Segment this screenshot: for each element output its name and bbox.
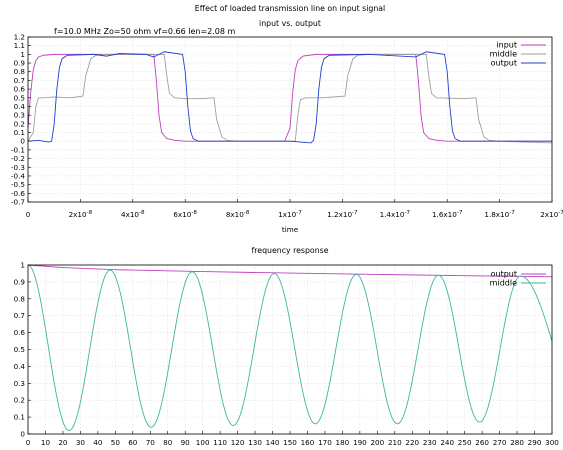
- legend-label-input: input: [496, 41, 517, 50]
- y-tick-label: -0.7: [11, 198, 25, 207]
- y-tick-label: 1: [20, 50, 25, 59]
- chart-time-domain: input vs. output 0 2x10-8 4x10-8 6x10-8 8x10…: [11, 19, 563, 234]
- y-tick-label: -0.6: [11, 189, 25, 198]
- y-tick-label: 0.6: [14, 85, 26, 94]
- y-tick-label: 1: [20, 261, 25, 270]
- legend-label-middle: middle: [490, 279, 517, 288]
- x-tick-label: 1.6x10-7: [432, 210, 463, 219]
- y-tick-label: 0.7: [14, 76, 25, 85]
- x-tick-label: 70: [146, 438, 156, 447]
- figure-title: Effect of loaded transmission line on in…: [195, 4, 385, 13]
- x-tick-label: 60: [128, 438, 138, 447]
- x-tick-label: 50: [111, 438, 121, 447]
- x-tick-label: 80: [163, 438, 173, 447]
- y-tick-label: 1.2: [14, 33, 25, 42]
- chart-time-domain-frame: [27, 36, 553, 203]
- y-tick-label: -0.1: [11, 145, 25, 154]
- y-tick-label: 0.9: [14, 59, 26, 68]
- x-tick-label: 180: [336, 438, 350, 447]
- chart-frequency-response-frame: [27, 264, 553, 435]
- x-tick-label: 250: [458, 438, 472, 447]
- legend-label-output: output: [491, 270, 517, 279]
- y-tick-label: 0.4: [14, 102, 26, 111]
- chart-time-domain-title: input vs. output: [259, 19, 321, 28]
- x-tick-label: 2x10-8: [69, 210, 93, 219]
- chart-frequency-response-title: frequency response: [252, 246, 329, 255]
- x-tick-label: 2x10-7: [540, 210, 563, 219]
- x-tick-label: 300: [545, 438, 559, 447]
- x-tick-label: 200: [370, 438, 384, 447]
- x-tick-label: 230: [423, 438, 437, 447]
- y-tick-label: 0.4: [14, 362, 26, 371]
- y-tick-label: 0: [20, 137, 25, 146]
- x-tick-label: 270: [493, 438, 507, 447]
- chart-time-domain-ticks: 0 2x10-8 4x10-8 6x10-8 8x10-8 1x10-7 1.2x10-7 1…: [11, 33, 563, 220]
- x-tick-label: 170: [318, 438, 332, 447]
- x-tick-label: 150: [283, 438, 297, 447]
- x-tick-label: 90: [181, 438, 191, 447]
- x-tick-label: 20: [58, 438, 68, 447]
- y-tick-label: 0.7: [14, 311, 25, 320]
- x-tick-label: 100: [196, 438, 210, 447]
- x-tick-label: 160: [301, 438, 315, 447]
- y-tick-label: -0.5: [11, 180, 25, 189]
- x-tick-label: 190: [353, 438, 367, 447]
- series-line-middle: [27, 264, 553, 432]
- x-tick-label: 40: [93, 438, 103, 447]
- x-tick-label: 30: [76, 438, 86, 447]
- y-tick-label: 0.2: [14, 396, 25, 405]
- x-tick-label: 1.2x10-7: [327, 210, 358, 219]
- x-tick-label: 210: [388, 438, 402, 447]
- x-tick-label: 1x10-7: [278, 210, 302, 219]
- y-tick-label: 0: [20, 430, 25, 439]
- series-line-output: [27, 264, 553, 278]
- x-tick-label: 240: [440, 438, 454, 447]
- y-tick-label: 0.6: [14, 328, 26, 337]
- y-tick-label: 0.1: [14, 413, 25, 422]
- series-line-output: [27, 51, 552, 144]
- x-tick-label: 8x10-8: [226, 210, 250, 219]
- x-tick-label: 280: [510, 438, 524, 447]
- y-tick-label: 1.1: [14, 41, 25, 50]
- y-tick-label: 0.8: [14, 67, 26, 76]
- x-tick-label: 1.4x10-7: [380, 210, 411, 219]
- chart-frequency-response-ticks: 0 10 20 30 40 50 60 70 80 90 100 110 120 130 140 150 160…: [14, 261, 560, 448]
- chart-time-domain-xlabel: time: [282, 225, 299, 234]
- x-tick-label: 0: [26, 210, 31, 219]
- x-tick-label: 130: [248, 438, 262, 447]
- x-tick-label: 10: [41, 438, 51, 447]
- chart-time-domain-series: [27, 51, 553, 144]
- chart-frequency-response: frequency response 0 10 20 30 40 50 60 70 80 90 10…: [14, 246, 560, 447]
- chart-frequency-response-series: [27, 264, 553, 432]
- y-tick-label: 0.1: [14, 128, 25, 137]
- x-tick-label: 260: [475, 438, 489, 447]
- x-tick-label: 0: [26, 438, 31, 447]
- y-tick-label: -0.3: [11, 163, 25, 172]
- y-tick-label: 0.9: [14, 277, 26, 286]
- legend-label-middle: middle: [490, 50, 517, 59]
- legend-label-output: output: [491, 59, 517, 68]
- y-tick-label: 0.3: [14, 111, 25, 120]
- y-tick-label: 0.3: [14, 379, 25, 388]
- y-tick-label: 0.2: [14, 119, 25, 128]
- chart-frequency-response-grid: [27, 264, 553, 435]
- x-tick-label: 1.8x10-7: [484, 210, 515, 219]
- y-tick-label: 0.8: [14, 294, 26, 303]
- y-tick-label: 0.5: [14, 345, 25, 354]
- x-tick-label: 110: [213, 438, 227, 447]
- parameter-annotation: f=10.0 MHz Zo=50 ohm vf=0.66 len=2.08 m: [54, 27, 236, 36]
- x-tick-label: 290: [528, 438, 542, 447]
- x-tick-label: 6x10-8: [173, 210, 197, 219]
- chart-time-domain-grid: [27, 36, 553, 203]
- x-tick-label: 220: [405, 438, 419, 447]
- x-tick-label: 120: [231, 438, 245, 447]
- x-tick-label: 140: [266, 438, 280, 447]
- y-tick-label: -0.4: [11, 171, 25, 180]
- y-tick-label: -0.2: [11, 154, 25, 163]
- y-tick-label: 0.5: [14, 93, 25, 102]
- x-tick-label: 4x10-8: [121, 210, 145, 219]
